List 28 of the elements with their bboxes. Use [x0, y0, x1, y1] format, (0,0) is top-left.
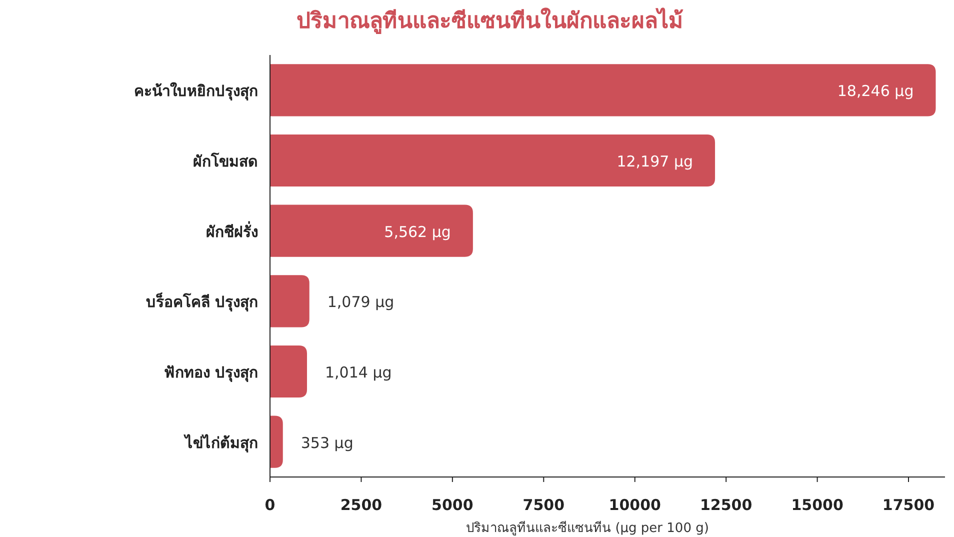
bar — [270, 345, 307, 398]
y-tick-label: ฟักทอง ปรุงสุก — [164, 364, 258, 382]
x-axis-title: ปริมาณลูทีนและซีแซนทีน (µg per 100 g) — [466, 520, 709, 536]
bar — [270, 204, 473, 257]
data-label: 1,079 µg — [327, 293, 394, 312]
x-tick-label: 12500 — [700, 496, 752, 514]
bar — [270, 275, 310, 328]
y-tick-label: บร็อคโคลี ปรุงสุก — [146, 292, 258, 312]
bar — [270, 416, 283, 468]
y-tick-label: คะน้าใบหยิกปรุงสุก — [134, 82, 258, 102]
x-tick-label: 10000 — [608, 496, 661, 514]
bar — [270, 134, 716, 187]
data-label: 5,562 µg — [384, 222, 451, 241]
chart-title: ปริมาณลูทีนและซีแซนทีนในผักและผลไม้ — [296, 7, 684, 35]
y-tick-label: ผักชีฝรั่ง — [206, 220, 258, 241]
x-tick-label: 0 — [264, 496, 276, 514]
data-label: 353 µg — [300, 434, 354, 452]
bar — [270, 64, 936, 116]
x-tick-label: 7500 — [522, 496, 565, 514]
data-label: 18,246 µg — [837, 82, 914, 100]
x-tick-label: 17500 — [882, 496, 935, 514]
y-tick-label: ผักโขมสด — [193, 152, 258, 170]
x-tick-label: 2500 — [340, 496, 382, 514]
x-tick-label: 15000 — [791, 496, 844, 514]
y-tick-label: ไข่ไก่ต้มสุก — [183, 432, 258, 453]
data-label: 1,014 µg — [324, 364, 392, 382]
data-label: 12,197 µg — [616, 152, 694, 170]
x-tick-label: 5000 — [432, 496, 474, 514]
